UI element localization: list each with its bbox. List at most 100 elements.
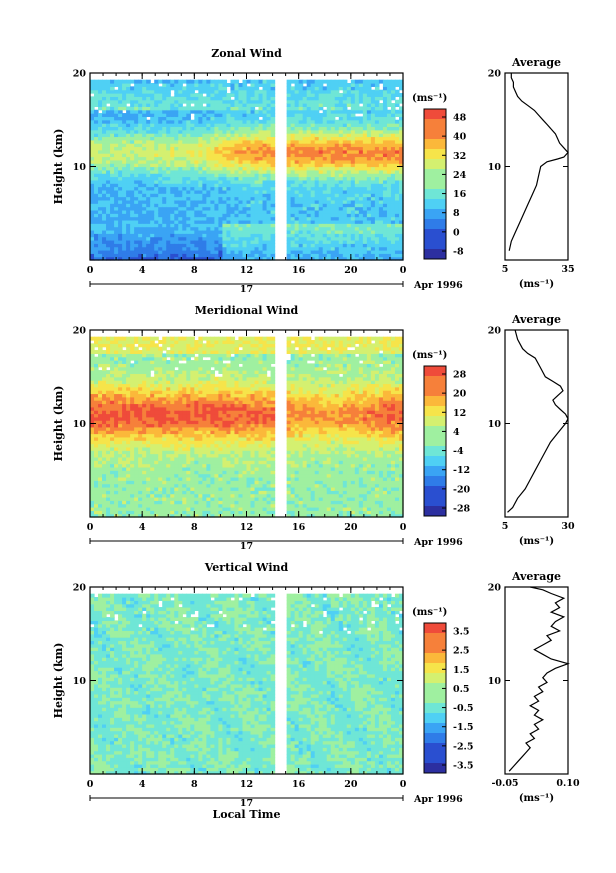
- heatmap-cell: [102, 486, 107, 491]
- heatmap-cell: [234, 86, 240, 91]
- heatmap-cell: [386, 176, 392, 181]
- heatmap-cell: [174, 86, 179, 91]
- heatmap-cell: [150, 146, 155, 151]
- heatmap-cell: [126, 133, 131, 138]
- heatmap-cell: [134, 243, 139, 248]
- heatmap-cell: [178, 226, 183, 231]
- heatmap-cell: [242, 223, 248, 228]
- heatmap-cell: [234, 176, 240, 181]
- heatmap-cell: [358, 219, 364, 224]
- heatmap-cell: [258, 199, 264, 204]
- heatmap-cell: [146, 506, 151, 511]
- heatmap-cell: [302, 106, 308, 111]
- heatmap-cell: [354, 173, 360, 178]
- heatmap-cell: [114, 510, 119, 515]
- heatmap-cell: [294, 146, 300, 151]
- heatmap-cell: [94, 126, 99, 131]
- heatmap-cell: [326, 249, 332, 254]
- heatmap-cell: [154, 470, 159, 475]
- heatmap-cell: [194, 143, 199, 148]
- heatmap-cell: [214, 176, 220, 181]
- heatmap-cell: [102, 440, 107, 445]
- heatmap-cell: [126, 109, 131, 114]
- heatmap-cell: [346, 169, 352, 174]
- heatmap-cell: [202, 129, 207, 134]
- heatmap-cell: [146, 106, 151, 111]
- heatmap-cell: [246, 113, 252, 118]
- heatmap-cell: [178, 79, 183, 84]
- heatmap-cell: [378, 179, 384, 184]
- heatmap-cell: [178, 246, 183, 251]
- heatmap-cell: [134, 183, 139, 188]
- heatmap-cell: [90, 416, 95, 421]
- heatmap-cell: [314, 186, 320, 191]
- heatmap-cell: [350, 129, 356, 134]
- heatmap-cell: [158, 109, 163, 114]
- heatmap-cell: [318, 186, 324, 191]
- heatmap-cell: [306, 116, 312, 121]
- heatmap-cell: [330, 213, 336, 218]
- heatmap-cell: [190, 126, 195, 131]
- heatmap-cell: [290, 103, 296, 107]
- heatmap-cell: [366, 239, 372, 244]
- heatmap-cell: [90, 156, 95, 161]
- heatmap-cell: [346, 173, 352, 178]
- heatmap-cell: [130, 376, 135, 381]
- heatmap-cell: [94, 103, 99, 107]
- heatmap-cell: [118, 239, 123, 244]
- heatmap-cell: [370, 103, 376, 107]
- heatmap-cell: [98, 350, 103, 354]
- heatmap-cell: [290, 139, 296, 144]
- heatmap-cell: [150, 366, 155, 371]
- heatmap-cell: [378, 79, 384, 84]
- heatmap-cell: [126, 460, 131, 465]
- heatmap-cell: [126, 223, 131, 228]
- heatmap-cell: [194, 103, 199, 107]
- heatmap-cell: [202, 189, 207, 194]
- heatmap-cell: [186, 113, 191, 118]
- heatmap-cell: [142, 136, 147, 141]
- heatmap-cell: [90, 206, 95, 211]
- heatmap-cell: [270, 176, 276, 181]
- heatmap-cell: [118, 113, 123, 118]
- heatmap-cell: [246, 96, 252, 101]
- heatmap-cell: [182, 99, 187, 104]
- heatmap-cell: [98, 216, 103, 221]
- heatmap-cell: [158, 146, 163, 151]
- heatmap-cell: [266, 256, 272, 261]
- heatmap-cell: [122, 413, 127, 418]
- heatmap-cell: [130, 513, 135, 518]
- heatmap-cell: [106, 96, 111, 101]
- heatmap-cell: [354, 103, 360, 107]
- heatmap-cell: [314, 243, 320, 248]
- heatmap-cell: [362, 246, 368, 251]
- heatmap-cell: [222, 153, 228, 158]
- heatmap-cell: [90, 243, 95, 248]
- heatmap-cell: [126, 123, 131, 128]
- heatmap-cell: [314, 109, 320, 114]
- heatmap-cell: [218, 126, 224, 131]
- heatmap-cell: [130, 490, 135, 495]
- heatmap-cell: [90, 383, 95, 388]
- heatmap-cell: [358, 203, 364, 208]
- heatmap-cell: [98, 126, 103, 131]
- heatmap-cell: [258, 233, 264, 238]
- heatmap-cell: [394, 203, 400, 208]
- heatmap-cell: [326, 133, 332, 138]
- heatmap-cell: [166, 253, 171, 258]
- heatmap-cell: [310, 89, 316, 94]
- heatmap-cell: [150, 446, 155, 451]
- heatmap-cell: [362, 179, 368, 184]
- heatmap-cell: [118, 483, 123, 488]
- heatmap-cell: [370, 196, 376, 201]
- heatmap-cell: [102, 96, 107, 101]
- heatmap-cell: [194, 136, 199, 141]
- heatmap-cell: [110, 233, 115, 238]
- heatmap-cell: [390, 213, 396, 218]
- heatmap-cell: [398, 153, 404, 158]
- heatmap-cell: [114, 183, 119, 188]
- heatmap-cell: [134, 123, 139, 128]
- heatmap-cell: [98, 113, 103, 118]
- heatmap-cell: [130, 249, 135, 254]
- heatmap-cell: [90, 239, 95, 244]
